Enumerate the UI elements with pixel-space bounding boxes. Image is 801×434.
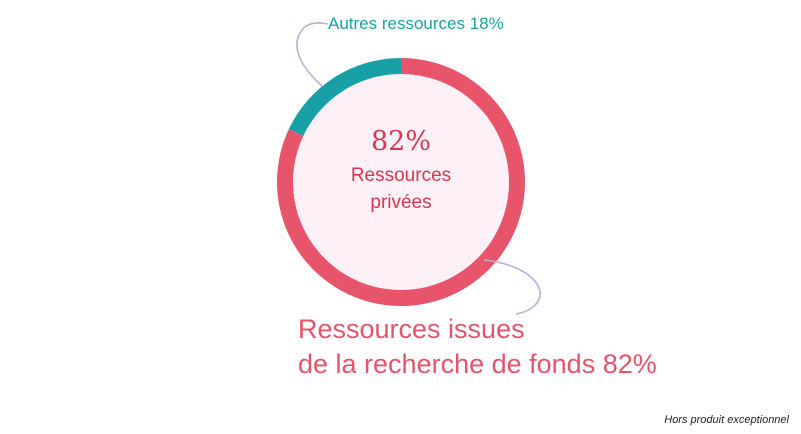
slice-label-autres-ressources: Autres ressources 18%: [328, 14, 504, 33]
leader-line-recherche-de-fonds: [483, 259, 541, 315]
center-label: Ressources privées: [320, 162, 482, 216]
donut-slices: [277, 58, 525, 306]
slice-label-recherche-de-fonds: Ressources issues de la recherche de fon…: [298, 312, 657, 382]
slice-label-recherche-line2: de la recherche de fonds 82%: [298, 349, 657, 379]
slice-autres-ressources: [288, 58, 401, 137]
center-label-line1: Ressources: [350, 165, 452, 186]
slice-label-recherche-line1: Ressources issues: [298, 314, 525, 344]
donut-center: [293, 74, 509, 290]
leader-line-autres-ressources: [296, 22, 329, 87]
footnote: Hors produit exceptionnel: [664, 414, 789, 426]
center-label-line2: privées: [370, 192, 432, 213]
center-percentage: 82%: [370, 126, 431, 157]
